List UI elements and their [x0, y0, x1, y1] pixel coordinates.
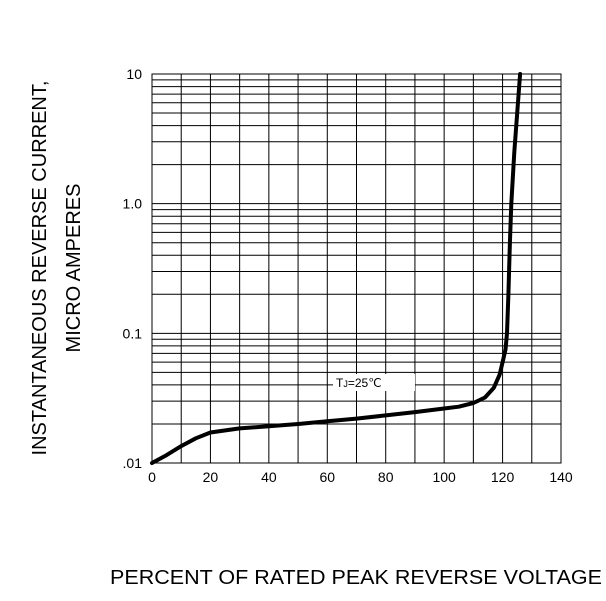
x-tick-labels: 0 20 40 60 80 100 120 140	[148, 469, 573, 485]
y-axis-title-line-2: MICRO AMPERES	[63, 184, 85, 353]
y-tick-labels: .01 0.1 1.0 10	[123, 66, 143, 471]
x-tick-label: 60	[319, 469, 335, 485]
reverse-current-curve	[150, 72, 523, 465]
x-tick-label: 140	[549, 469, 573, 485]
plot-frame	[151, 73, 562, 464]
x-tick-label: 80	[378, 469, 394, 485]
x-axis-title: PERCENT OF RATED PEAK REVERSE VOLTAGE	[110, 567, 602, 589]
temperature-annotation: TJ=25℃	[336, 376, 382, 390]
y-tick-label: 1.0	[123, 196, 143, 212]
x-tick-label: 100	[432, 469, 456, 485]
y-axis-title-line-1: INSTANTANEOUS REVERSE CURRENT,	[29, 81, 51, 456]
x-tick-label: 20	[203, 469, 219, 485]
annotation-background	[333, 374, 415, 391]
x-tick-label: 120	[491, 469, 515, 485]
y-tick-label: 0.1	[123, 325, 143, 341]
y-tick-label: 10	[126, 66, 142, 82]
y-tick-label: .01	[123, 455, 143, 471]
x-tick-label: 40	[261, 469, 277, 485]
x-tick-label: 0	[148, 469, 156, 485]
grid	[151, 73, 562, 464]
